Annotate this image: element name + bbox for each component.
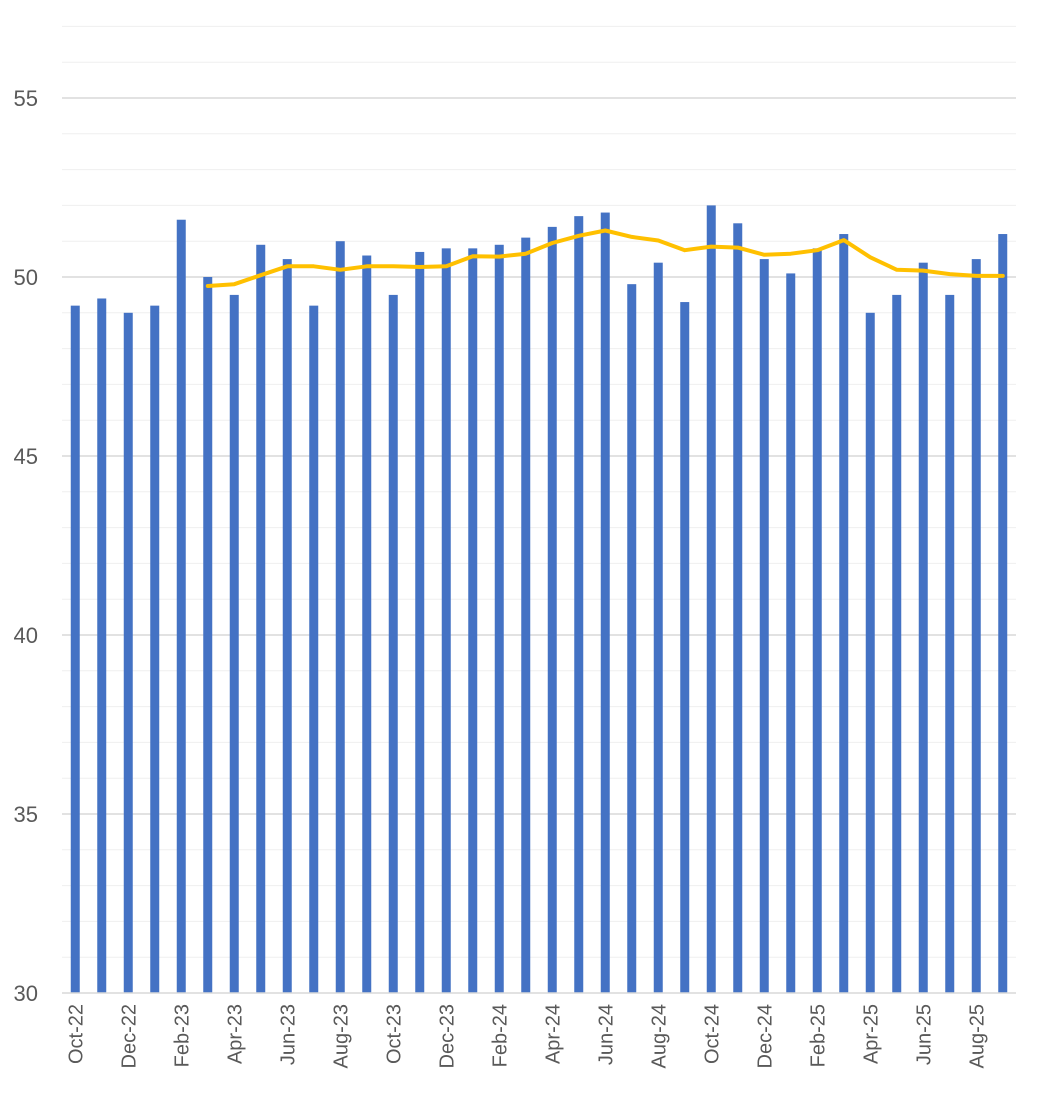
bar (839, 234, 849, 994)
bar (680, 302, 690, 993)
y-tick-label: 35 (14, 802, 38, 827)
bar (971, 259, 981, 994)
y-axis-tick-labels: 30 35 40 45 50 55 (14, 86, 38, 1006)
x-axis-tick-labels: Oct-22 Dec-22 Feb-23 Apr-23 Jun-23 Aug-23 Oct-… (65, 1004, 988, 1069)
bar (282, 259, 292, 994)
bar (150, 305, 160, 993)
x-tick-label: Jun-24 (595, 1004, 617, 1065)
line-series (205, 228, 1005, 288)
bar (229, 294, 239, 993)
x-tick-label: Dec-23 (436, 1004, 458, 1068)
x-tick-label: Feb-23 (171, 1004, 193, 1067)
x-tick-label: Oct-22 (65, 1004, 87, 1064)
y-tick-label: 40 (14, 623, 38, 648)
bar (494, 244, 504, 993)
x-tick-label: Aug-24 (648, 1004, 670, 1069)
x-tick-label: Jun-23 (277, 1004, 299, 1065)
bar (706, 205, 716, 993)
bar (786, 273, 796, 993)
bar (123, 312, 133, 993)
bar (892, 294, 902, 993)
bar (759, 259, 769, 994)
bar (812, 248, 822, 994)
bar (415, 251, 425, 993)
bar (918, 262, 928, 993)
bar (256, 244, 266, 993)
bar (335, 241, 345, 993)
y-tick-label: 55 (14, 86, 38, 111)
gridlines (62, 25, 1016, 958)
bar (574, 216, 584, 993)
x-tick-label: Aug-25 (966, 1004, 988, 1069)
bar (627, 284, 637, 993)
bar (176, 219, 186, 994)
bar (441, 248, 451, 994)
x-tick-label: Feb-25 (807, 1004, 829, 1067)
bar (998, 234, 1008, 994)
bar (468, 248, 478, 994)
x-tick-label: Apr-24 (542, 1004, 564, 1064)
x-tick-label: Oct-23 (383, 1004, 405, 1064)
x-tick-label: Apr-25 (860, 1004, 882, 1064)
bar (97, 298, 107, 994)
bar (547, 226, 557, 993)
bar (309, 305, 319, 993)
bar (600, 212, 610, 993)
y-tick-label: 50 (14, 265, 38, 290)
x-tick-label: Aug-23 (330, 1004, 352, 1069)
y-tick-label: 30 (14, 981, 38, 1006)
bar (653, 262, 663, 993)
bar (203, 277, 213, 993)
bar (388, 294, 398, 993)
bar (865, 312, 875, 993)
y-tick-label: 45 (14, 444, 38, 469)
x-tick-label: Apr-23 (224, 1004, 246, 1064)
x-tick-label: Jun-25 (913, 1004, 935, 1065)
x-tick-label: Dec-24 (754, 1004, 776, 1068)
line-path (205, 228, 1005, 288)
bar (945, 294, 955, 993)
bar (733, 223, 743, 994)
bar (521, 237, 531, 993)
x-tick-label: Feb-24 (489, 1004, 511, 1067)
bar-series (70, 205, 1008, 994)
x-tick-label: Oct-24 (701, 1004, 723, 1064)
bar (362, 255, 372, 993)
x-tick-label: Dec-22 (118, 1004, 140, 1068)
bar (70, 305, 80, 993)
